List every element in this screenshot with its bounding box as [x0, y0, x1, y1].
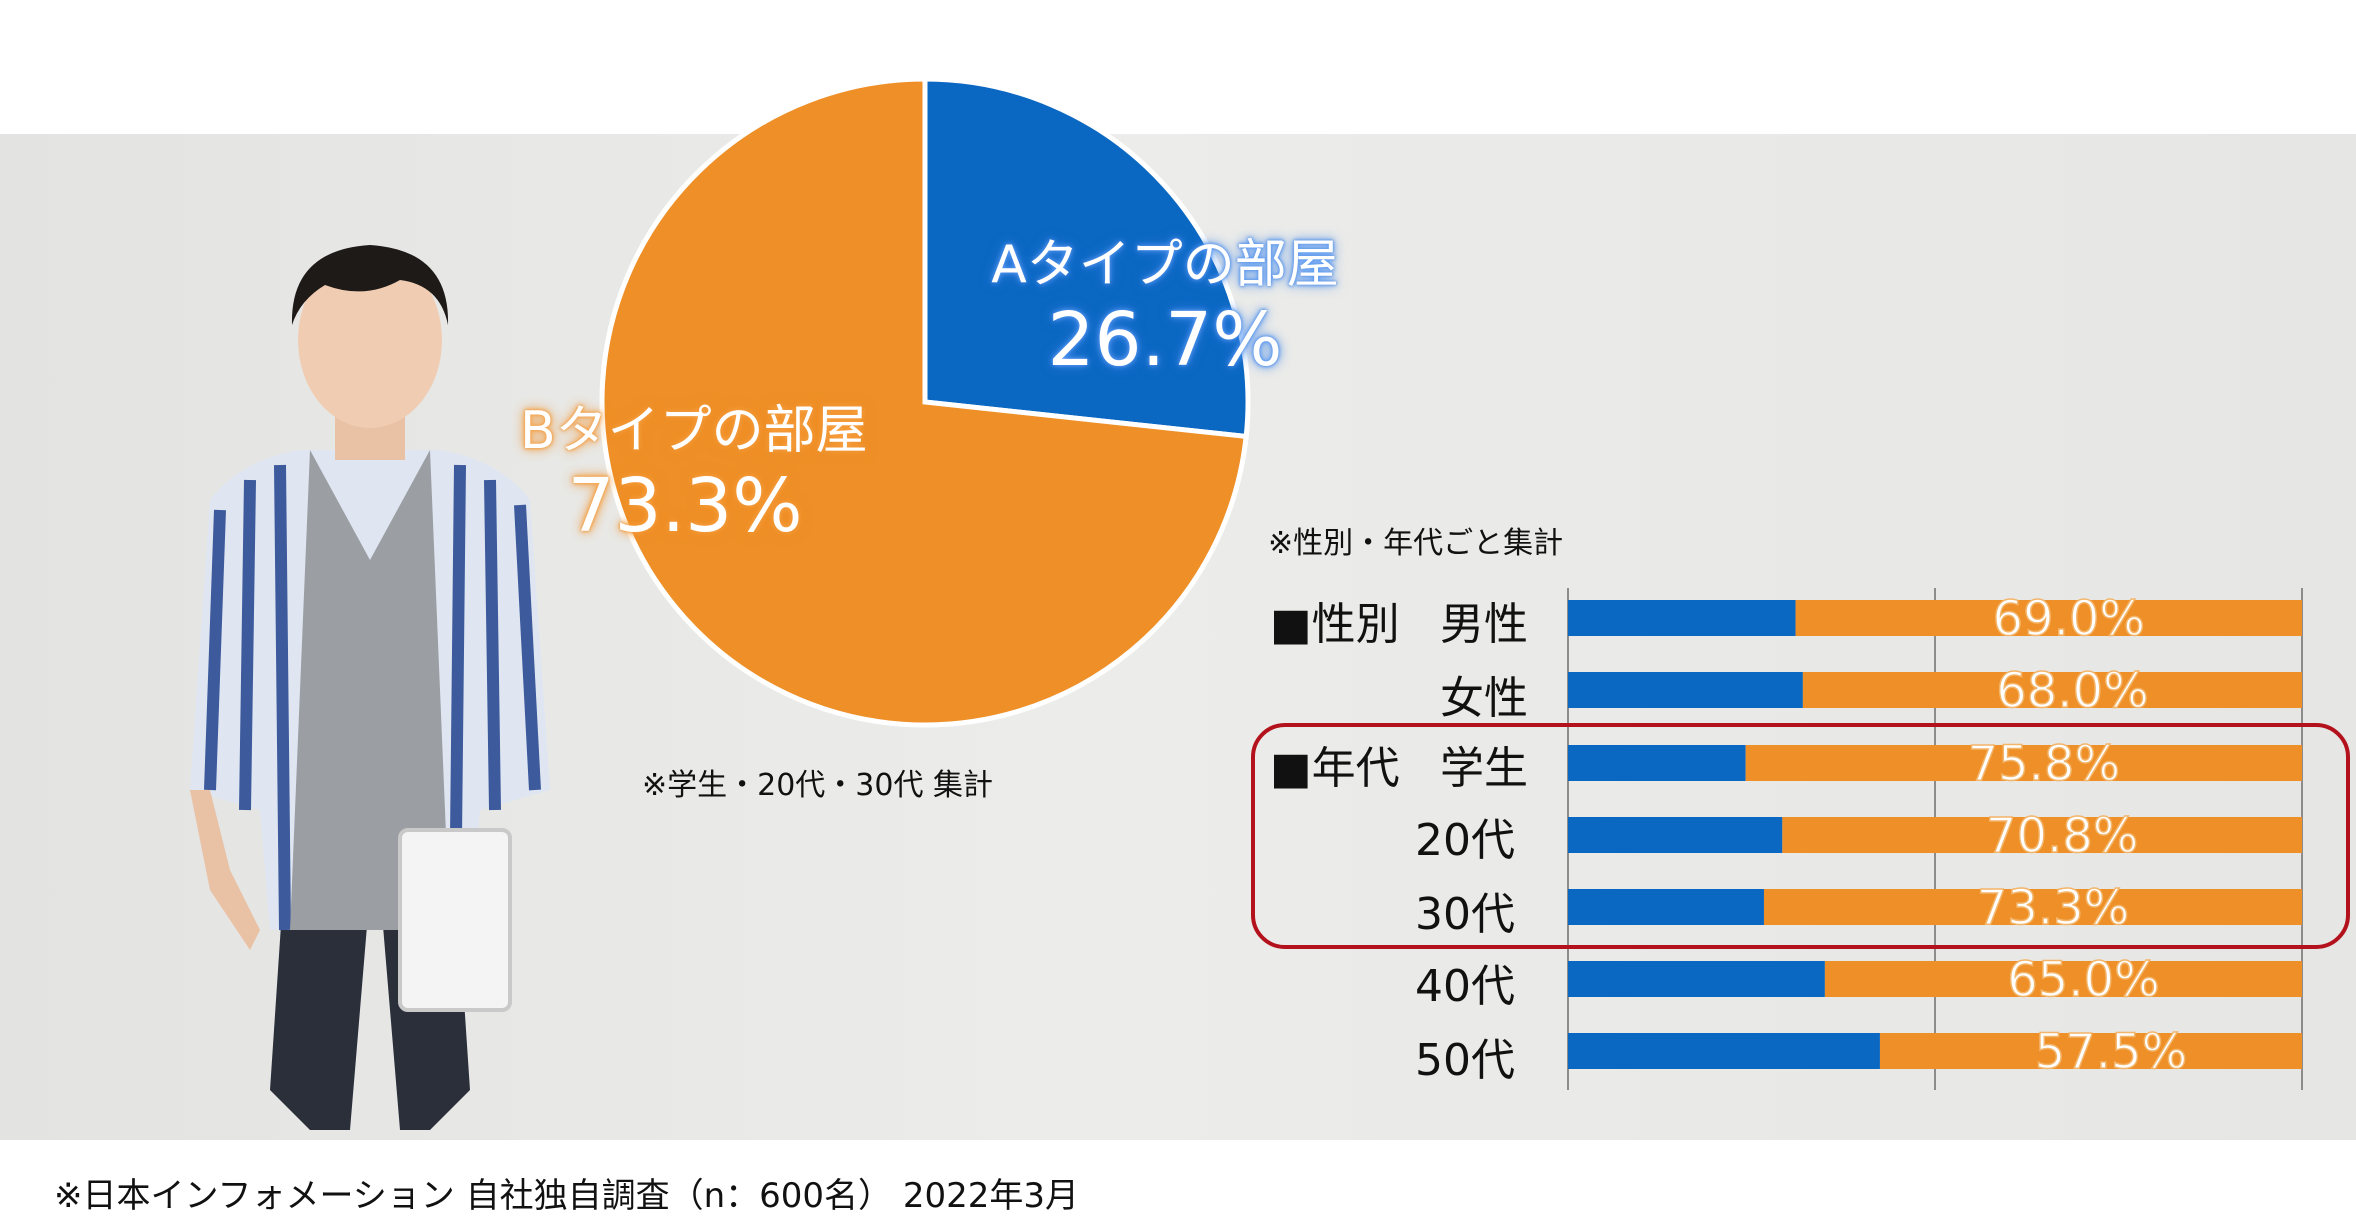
- footer-source-note: ※日本インフォメーション 自社独自調査（n：600名） 2022年3月: [54, 1176, 1080, 1216]
- bar-value-label-3: 70.8%: [1986, 808, 2138, 864]
- bar-type-b-1: [1802, 672, 2302, 708]
- bar-value-label-6: 57.5%: [2035, 1024, 2187, 1080]
- bar-type-a-2: [1568, 745, 1746, 781]
- pie-note: ※学生・20代・30代 集計: [642, 768, 994, 803]
- student-photo: [190, 245, 550, 1130]
- bar-type-b-5: [1824, 961, 2302, 997]
- row-label-student: 学生: [1440, 743, 1528, 794]
- bar-type-a-3: [1568, 817, 1783, 853]
- bar-value-label-5: 65.0%: [2007, 952, 2159, 1008]
- bar-type-a-6: [1568, 1033, 1880, 1069]
- row-group-label-age: ■年代: [1270, 743, 1400, 794]
- highlight-frame: [1251, 723, 2350, 949]
- row-label-30s: 30代: [1415, 889, 1515, 940]
- slice-label-type-b: Bタイプの部屋 73.3%: [520, 401, 868, 549]
- pie-slice-type-b: [599, 76, 1249, 728]
- bar-type-a-0: [1568, 600, 1796, 636]
- bar-type-b-3: [1782, 817, 2302, 853]
- bar-type-a-5: [1568, 961, 1825, 997]
- bar-type-b-6: [1879, 1033, 2302, 1069]
- bar-type-b-0: [1795, 600, 2302, 636]
- bar-value-label-2: 75.8%: [1968, 736, 2120, 792]
- bar-chart-note: ※性別・年代ごと集計: [1268, 526, 1564, 561]
- row-group-label-gender: ■性別: [1270, 599, 1400, 650]
- pie-slice-type-a: [922, 76, 1251, 440]
- row-label-40s: 40代: [1415, 961, 1515, 1012]
- bar-value-label-1: 68.0%: [1996, 663, 2148, 719]
- row-label-20s: 20代: [1415, 815, 1515, 866]
- bar-type-b-2: [1745, 745, 2302, 781]
- bar-value-label-4: 73.3%: [1977, 880, 2129, 936]
- bar-type-a-1: [1568, 672, 1803, 708]
- slice-label-type-a: Aタイプの部屋 26.7%: [991, 235, 1339, 383]
- row-label-50s: 50代: [1415, 1035, 1515, 1086]
- bar-value-label-0: 69.0%: [1993, 591, 2145, 647]
- row-label-female: 女性: [1440, 673, 1528, 724]
- row-label-male: 男性: [1440, 599, 1528, 650]
- bar-type-b-4: [1763, 889, 2302, 925]
- bar-type-a-4: [1568, 889, 1764, 925]
